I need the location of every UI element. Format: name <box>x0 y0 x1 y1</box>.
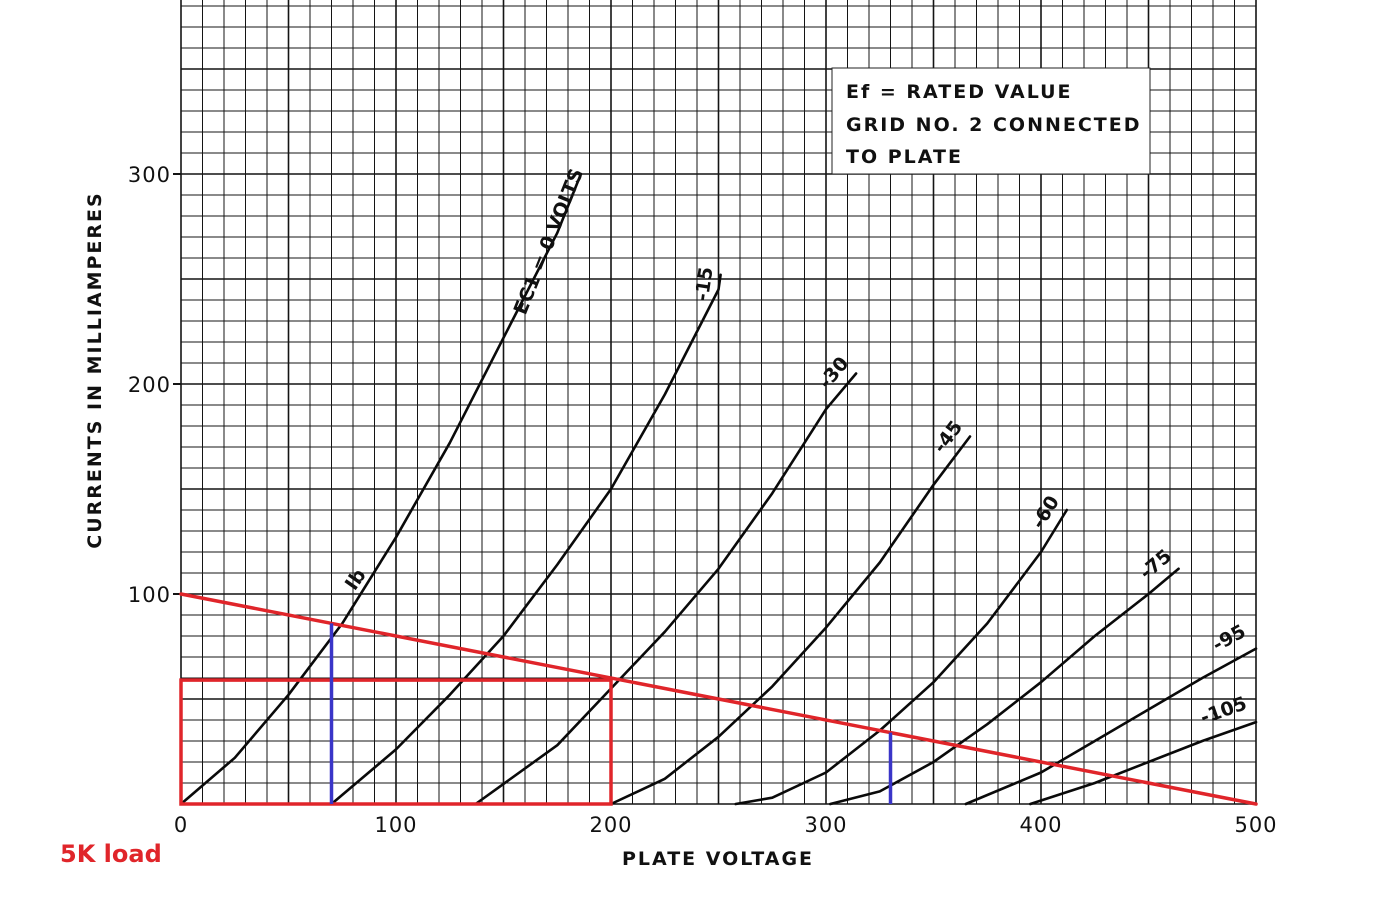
load-line <box>179 592 1258 806</box>
series-line <box>474 372 858 806</box>
series-label: -45 <box>929 417 967 458</box>
y-tick-label: 100 <box>128 583 171 607</box>
note-box-frame <box>831 67 1151 175</box>
series-line <box>734 508 1069 806</box>
series-label: -105 <box>1198 692 1250 729</box>
chart-grid <box>173 0 1257 805</box>
note-line-3: TO PLATE <box>846 146 963 168</box>
x-tick-label: 300 <box>804 813 847 837</box>
y-tick-label: 200 <box>128 373 171 397</box>
x-axis-label: PLATE VOLTAGE <box>622 848 814 870</box>
x-tick-label: 500 <box>1234 813 1277 837</box>
x-tick-label: 0 <box>174 813 188 837</box>
series-line <box>964 647 1258 806</box>
series-label: EC1 = 0 VOLTS <box>510 165 588 317</box>
load-line-label: 5K load <box>60 840 162 868</box>
curve-annotation-ib: Ib <box>341 565 371 595</box>
series-label: -95 <box>1209 620 1250 656</box>
note-line-1: Ef = RATED VALUE <box>846 81 1073 103</box>
series-label: -60 <box>1027 492 1064 533</box>
series-line <box>179 172 583 806</box>
operating-box <box>179 678 613 806</box>
x-tick-label: 400 <box>1019 813 1062 837</box>
series-line <box>330 273 722 806</box>
y-axis-label: CURRENTS IN MILLIAMPERES <box>84 191 106 548</box>
note-box: Ef = RATED VALUE GRID NO. 2 CONNECTED TO… <box>831 67 1151 175</box>
series-line <box>1029 720 1258 806</box>
chart-overlays <box>179 592 1258 806</box>
x-tick-label: 100 <box>374 813 417 837</box>
series-line <box>609 435 972 806</box>
y-tick-label: 300 <box>128 163 171 187</box>
note-line-2: GRID NO. 2 CONNECTED <box>846 114 1142 136</box>
series-line <box>829 567 1180 806</box>
series-label: -15 <box>691 265 718 302</box>
x-tick-label: 200 <box>589 813 632 837</box>
